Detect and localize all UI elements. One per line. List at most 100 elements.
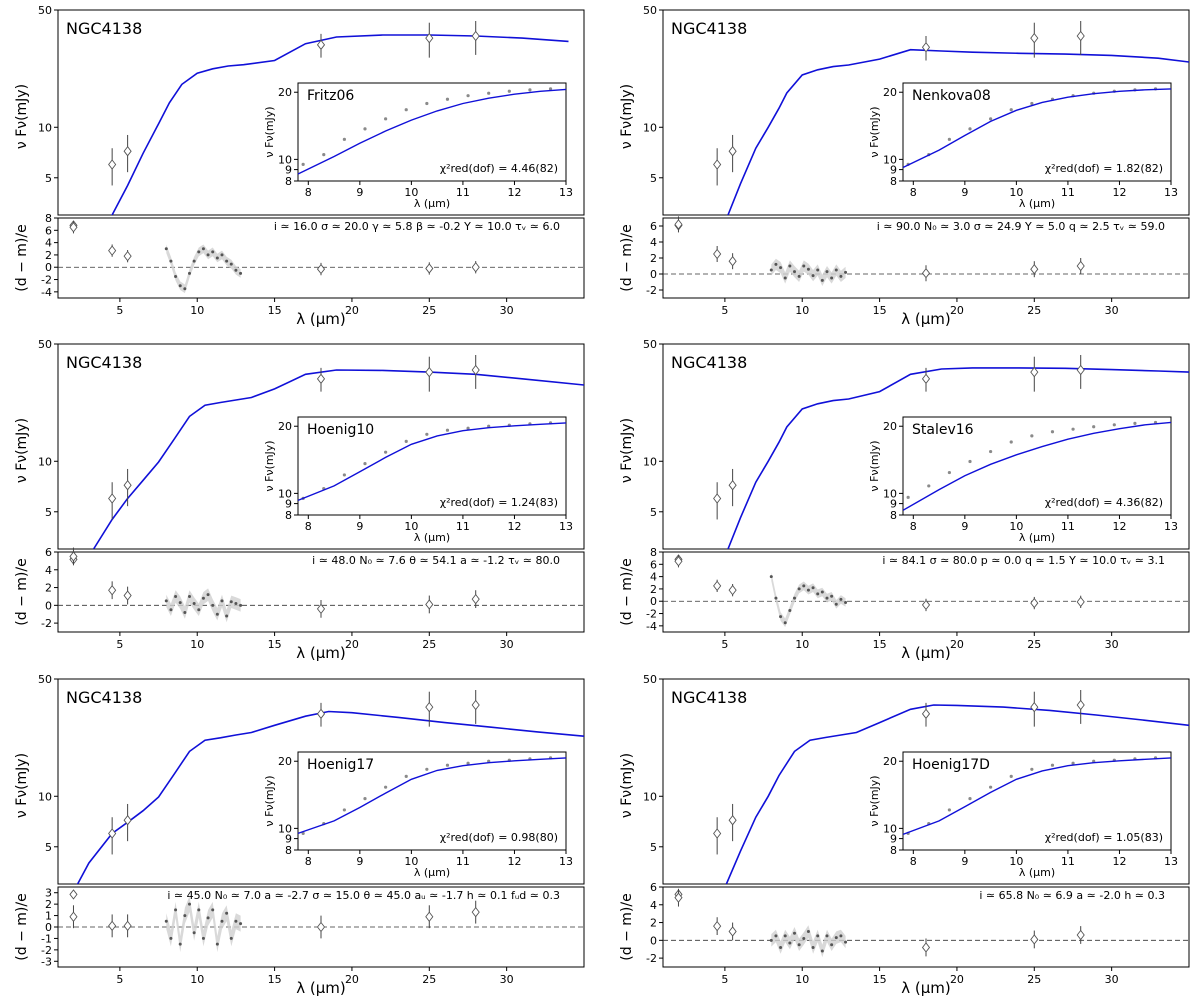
residual-spectrum-point xyxy=(779,615,783,619)
inset-x-label: λ (μm) xyxy=(414,197,450,210)
x-tick-label: 15 xyxy=(873,638,887,651)
residual-spectrum-point xyxy=(769,938,773,942)
y-tick-label: 50 xyxy=(38,673,52,686)
residual-point xyxy=(1076,929,1085,941)
x-tick-label: 20 xyxy=(950,973,964,986)
inset-x-tick-label: 9 xyxy=(961,186,968,199)
inset-spectrum-point xyxy=(425,432,429,436)
photometry-point xyxy=(1076,30,1085,42)
x-tick-label: 15 xyxy=(268,638,282,651)
inset-frame xyxy=(902,416,1172,516)
x-tick-label: 20 xyxy=(950,304,964,317)
inset-x-label: λ (μm) xyxy=(414,866,450,879)
residual-spectrum-point xyxy=(783,934,787,938)
y-tick-label: 5 xyxy=(45,841,52,854)
residual-spectrum-point xyxy=(206,593,210,597)
inset-spectrum-point xyxy=(1030,434,1034,438)
inset-spectrum-point xyxy=(445,763,450,767)
x-tick-label: 20 xyxy=(345,638,359,651)
inset-model-curve xyxy=(902,88,1172,169)
inset-x-tick-label: 10 xyxy=(404,520,418,533)
photometry-point xyxy=(713,493,722,504)
photometry-point xyxy=(316,39,326,51)
residual-spectrum-point xyxy=(169,259,173,263)
photometry-point xyxy=(123,479,132,491)
residual-point xyxy=(69,911,78,922)
inset-y-tick-label: 9 xyxy=(285,164,292,177)
inset-x-tick-label: 8 xyxy=(910,186,917,199)
residual-point xyxy=(425,911,434,922)
residual-spectrum-point xyxy=(174,274,178,278)
photometry-point xyxy=(425,701,434,713)
residual-point xyxy=(471,593,480,605)
photometry-point xyxy=(921,708,931,720)
residual-point xyxy=(316,921,326,933)
residual-y-tick-label: 0 xyxy=(650,268,657,281)
residual-point xyxy=(108,584,117,596)
residual-spectrum-point xyxy=(229,262,233,266)
residual-axes-frame xyxy=(662,551,1190,633)
inset-x-tick-label: 12 xyxy=(1112,520,1126,533)
residual-spectrum-point xyxy=(234,919,238,923)
residual-spectrum-point xyxy=(188,594,191,598)
inset-y-tick-label: 8 xyxy=(890,844,897,857)
residual-spectrum-point xyxy=(825,596,829,600)
main-axes-frame xyxy=(662,343,1190,550)
residual-y-tick-label: 1 xyxy=(45,910,52,923)
y-tick-label: 5 xyxy=(45,506,52,519)
inset-spectrum-point xyxy=(1030,101,1034,106)
inset-spectrum-point xyxy=(989,117,993,121)
x-tick-label: 15 xyxy=(268,304,282,317)
residual-point xyxy=(1076,260,1085,272)
residual-spectrum-point xyxy=(779,266,783,270)
x-axis-label: λ (μm) xyxy=(901,644,951,662)
inset-y-tick-label: 8 xyxy=(890,175,897,188)
inset-spectrum-point xyxy=(425,767,429,771)
x-axis-label: λ (μm) xyxy=(901,979,951,997)
residual-y-tick-label: -3 xyxy=(41,955,52,968)
residual-point xyxy=(1030,597,1039,609)
y-tick-label: 10 xyxy=(38,121,52,134)
x-tick-label: 25 xyxy=(422,638,436,651)
residual-point xyxy=(471,261,480,273)
x-axis-label: λ (μm) xyxy=(296,979,346,997)
x-tick-label: 20 xyxy=(950,638,964,651)
inset-x-tick-label: 9 xyxy=(961,520,968,533)
residual-y-label: (d − m)/e xyxy=(619,558,635,625)
residual-spectrum-point xyxy=(225,614,229,618)
x-tick-label: 25 xyxy=(422,304,436,317)
inset-y-tick-label: 9 xyxy=(890,833,897,846)
inset-x-label: λ (μm) xyxy=(1019,866,1055,879)
residual-spectrum-point xyxy=(816,592,820,596)
inset-spectrum-point xyxy=(968,127,972,131)
photometry-point xyxy=(316,373,326,385)
y-tick-label: 10 xyxy=(38,455,52,468)
residual-spectrum-point xyxy=(802,584,806,588)
inset-spectrum-point xyxy=(947,470,951,475)
residual-spectrum-point xyxy=(197,608,201,612)
y-tick-label: 50 xyxy=(643,338,657,351)
residual-y-tick-label: 6 xyxy=(650,558,657,571)
residual-spectrum-point xyxy=(206,916,210,920)
y-tick-label: 50 xyxy=(643,4,657,17)
residual-y-tick-label: -2 xyxy=(646,284,657,297)
inset-spectrum-point xyxy=(342,808,346,812)
residual-spectrum-point xyxy=(164,919,168,923)
photometry-point xyxy=(425,32,434,44)
main-axes-frame xyxy=(662,678,1190,885)
inset-y-tick-label: 9 xyxy=(890,164,897,177)
x-tick-label: 25 xyxy=(422,973,436,986)
x-tick-label: 30 xyxy=(500,304,514,317)
residual-point xyxy=(921,942,931,953)
residual-uncertainty-band xyxy=(771,258,846,286)
residual-spectrum-point xyxy=(164,599,168,603)
residual-spectrum-point xyxy=(788,264,792,268)
inset-y-tick-label: 20 xyxy=(278,755,292,768)
inset-model-label: Hoenig17 xyxy=(307,757,374,773)
fit-parameters: i ≃ 84.1 σ ≃ 80.0 p ≃ 0.0 q ≃ 1.5 Y ≃ 10… xyxy=(882,554,1165,567)
x-tick-label: 10 xyxy=(190,638,204,651)
inset-x-tick-label: 11 xyxy=(1061,520,1075,533)
inset-spectrum-point xyxy=(1071,761,1075,765)
residual-point xyxy=(425,599,434,610)
